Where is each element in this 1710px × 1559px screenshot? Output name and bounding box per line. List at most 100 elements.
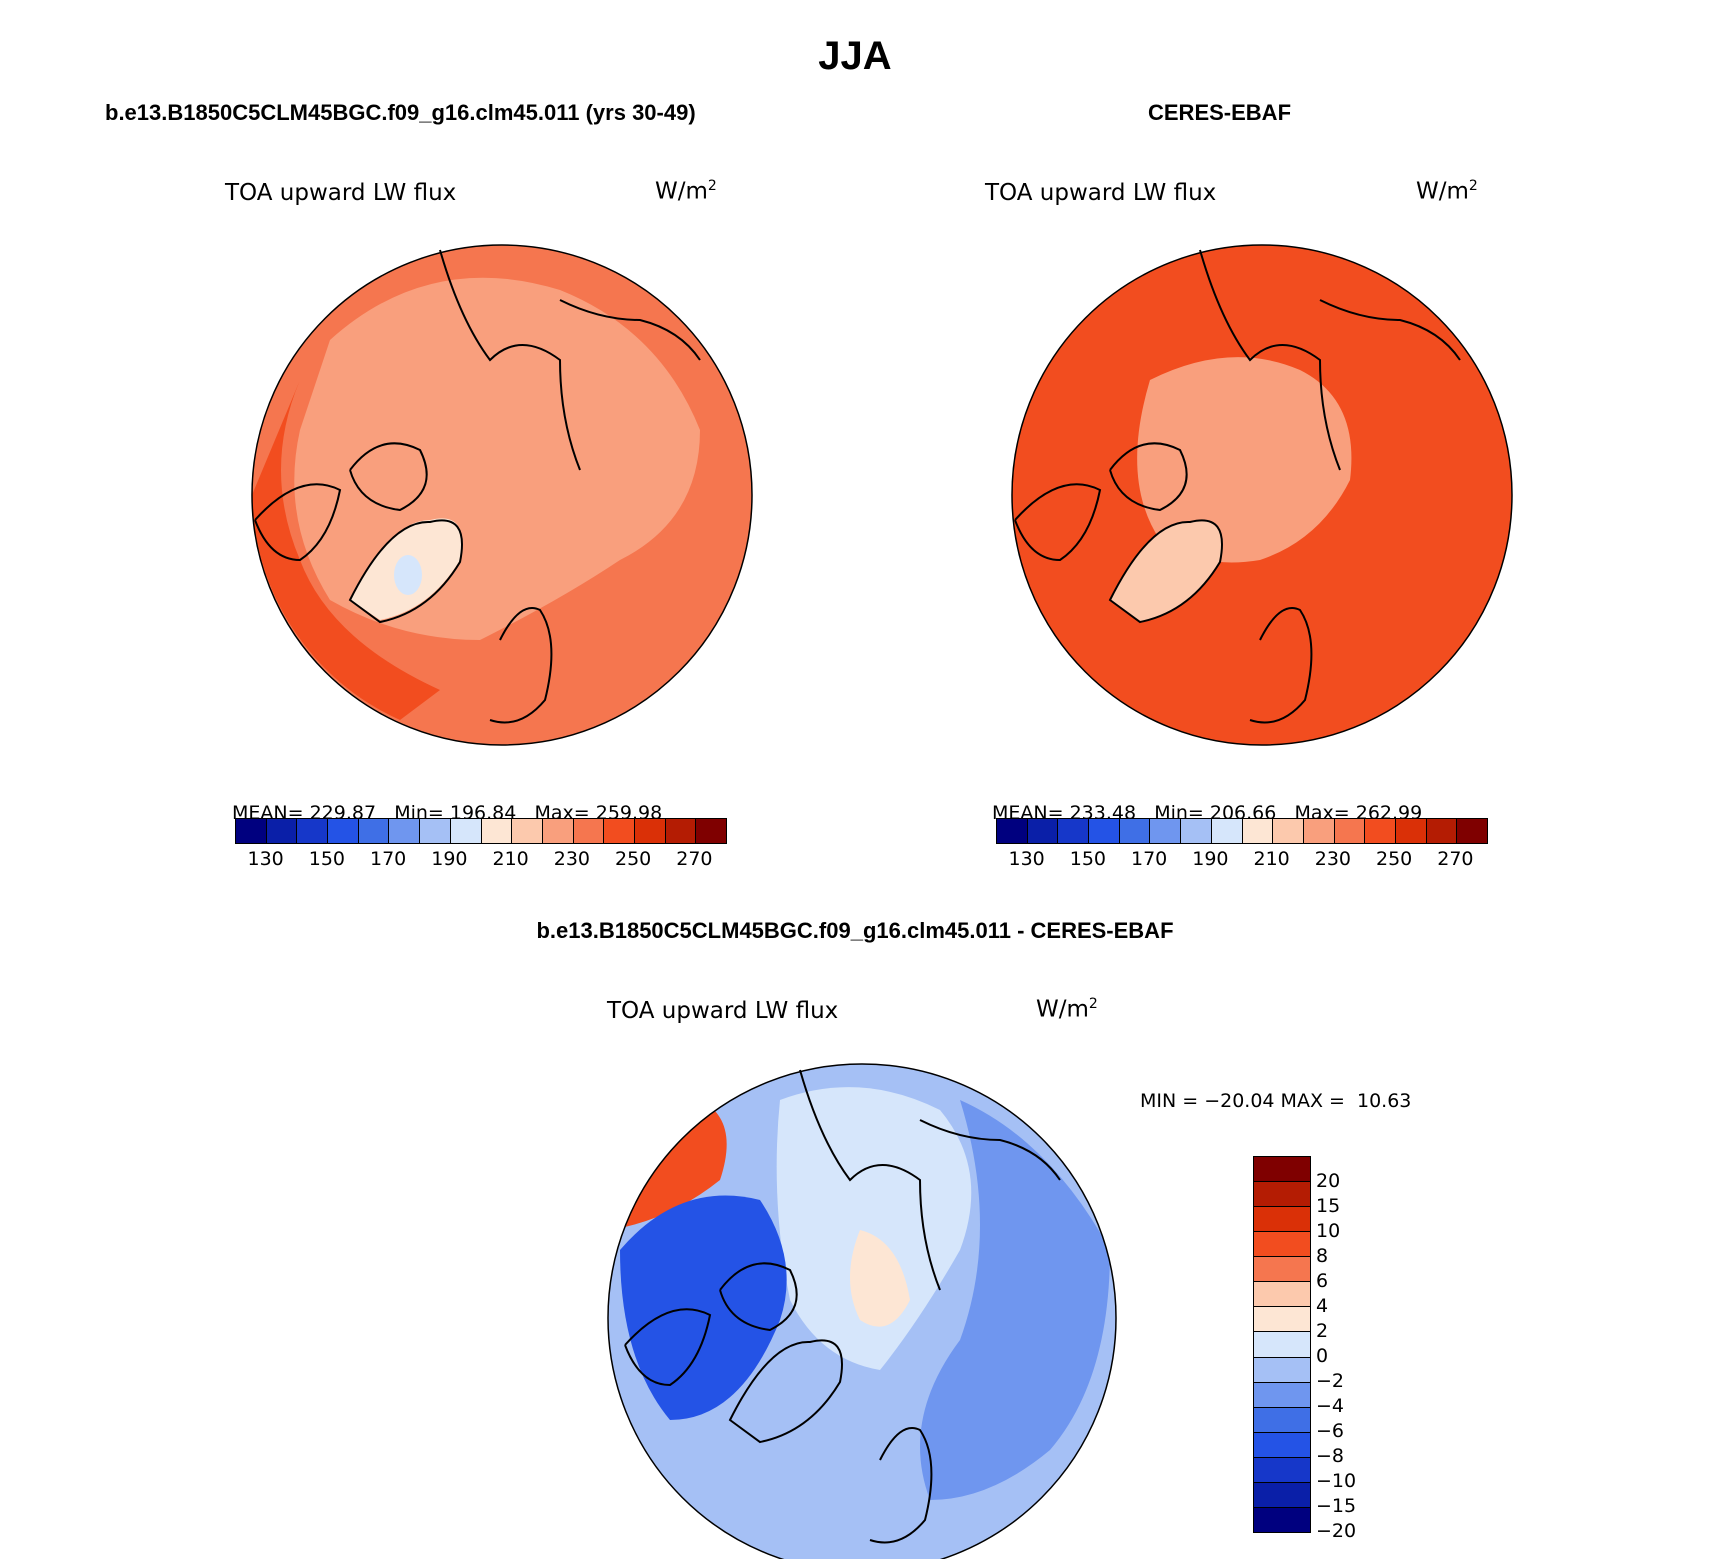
colorbar-swatch	[1118, 819, 1150, 843]
colorbar-swatch	[1254, 1406, 1310, 1432]
colorbar-swatch	[1210, 819, 1242, 843]
page-title: JJA	[818, 34, 892, 78]
colorbar-swatch	[633, 819, 665, 843]
panel-1-units: W/m2	[655, 178, 717, 205]
colorbar-swatch	[1364, 819, 1395, 843]
panel-1-colorbar-labels: 130 150 170 190 210 230 250 270	[235, 848, 725, 872]
colorbar-swatch	[1254, 1506, 1310, 1532]
colorbar-swatch	[1254, 1381, 1310, 1407]
difference-title: b.e13.B1850C5CLM45BGC.f09_g16.clm45.011 …	[536, 918, 1174, 943]
panel-2-colorbar-labels: 130 150 170 190 210 230 250 270	[996, 848, 1486, 872]
colorbar-swatch	[1272, 819, 1303, 843]
model-outer-warm-band	[252, 380, 440, 720]
colorbar-swatch	[1254, 1206, 1310, 1232]
colorbar-swatch	[1254, 1456, 1310, 1482]
colorbar-swatch	[1254, 1181, 1310, 1207]
colorbar-tick-label: 150	[1069, 848, 1106, 870]
colorbar-tick-label: 270	[1437, 848, 1474, 870]
colorbar-swatch	[1026, 819, 1058, 843]
colorbar-swatch	[296, 819, 328, 843]
colorbar-swatch	[265, 819, 297, 843]
colorbar-swatch	[1254, 1231, 1310, 1257]
colorbar-tick-label: 15	[1316, 1195, 1341, 1217]
colorbar-swatch	[1088, 819, 1119, 843]
colorbar-swatch	[357, 819, 389, 843]
colorbar-swatch	[236, 819, 266, 843]
colorbar-swatch	[1425, 819, 1457, 843]
colorbar-swatch	[1254, 1331, 1310, 1357]
ceres-arctic-field	[1137, 357, 1352, 563]
colorbar-tick-label: 230	[1314, 848, 1351, 870]
units-superscript: 2	[1468, 178, 1478, 194]
colorbar-tick-label: 0	[1316, 1345, 1329, 1367]
colorbar-tick-label: −10	[1316, 1470, 1357, 1492]
difference-colorbar-labels: 20 15 10 8 6 4 2 0 −2 −4 −6 −8 −10 −15 −20	[1316, 1156, 1396, 1542]
colorbar-tick-label: 130	[247, 848, 284, 870]
difference-near-zero-region	[850, 1230, 910, 1327]
colorbar-swatch	[572, 819, 604, 843]
difference-strong-negative	[620, 1195, 787, 1420]
units-text: W/m	[1416, 178, 1469, 205]
colorbar-tick-label: 20	[1316, 1170, 1341, 1192]
colorbar-tick-label: 230	[553, 848, 590, 870]
colorbar-tick-label: 250	[1375, 848, 1413, 870]
colorbar-swatch	[997, 819, 1027, 843]
difference-map-border	[607, 1063, 1117, 1559]
colorbar-swatch	[664, 819, 696, 843]
units-superscript: 2	[1088, 996, 1098, 1012]
colorbar-swatch	[327, 819, 358, 843]
colorbar-tick-label: −6	[1316, 1420, 1345, 1442]
model-map-border	[251, 244, 753, 746]
difference-moderate-negative	[920, 1100, 1110, 1500]
colorbar-tick-label: 190	[431, 848, 468, 870]
units-superscript: 2	[707, 178, 717, 194]
colorbar-swatch	[449, 819, 481, 843]
colorbar-tick-label: −2	[1316, 1370, 1345, 1392]
colorbar-swatch	[388, 819, 420, 843]
colorbar-swatch	[480, 819, 512, 843]
ceres-map-border	[1011, 244, 1513, 746]
ceres-coastlines	[1014, 249, 1461, 724]
colorbar-tick-label: 6	[1316, 1270, 1329, 1292]
colorbar-tick-label: −20	[1316, 1520, 1357, 1542]
colorbar-swatch	[1254, 1306, 1310, 1332]
colorbar-swatch	[603, 819, 634, 843]
colorbar-swatch	[511, 819, 542, 843]
colorbar-swatch	[1254, 1431, 1310, 1457]
colorbar-swatch	[1254, 1356, 1310, 1382]
colorbar-swatch	[419, 819, 450, 843]
difference-colorbar	[1253, 1156, 1311, 1533]
colorbar-swatch	[1180, 819, 1211, 843]
colorbar-tick-label: 8	[1316, 1245, 1329, 1267]
colorbar-tick-label: 4	[1316, 1295, 1329, 1317]
colorbar-tick-label: 190	[1192, 848, 1229, 870]
panel-3-units: W/m2	[1036, 996, 1098, 1023]
colorbar-tick-label: 170	[1130, 848, 1168, 870]
colorbar-swatch	[1333, 819, 1365, 843]
panel-1-heading: b.e13.B1850C5CLM45BGC.f09_g16.clm45.011 …	[105, 100, 696, 125]
colorbar-tick-label: 250	[614, 848, 652, 870]
colorbar-tick-label: −8	[1316, 1445, 1345, 1467]
colorbar-swatch	[1057, 819, 1089, 843]
colorbar-swatch	[1254, 1256, 1310, 1282]
colorbar-tick-label: 270	[676, 848, 713, 870]
colorbar-swatch	[541, 819, 573, 843]
units-text: W/m	[655, 178, 708, 205]
colorbar-swatch	[1254, 1481, 1310, 1507]
colorbar-tick-label: 210	[492, 848, 529, 870]
colorbar-tick-label: 2	[1316, 1320, 1329, 1342]
difference-coastlines	[624, 1069, 1061, 1544]
panel-1-colorbar	[235, 818, 727, 844]
difference-minmax: MIN = −20.04 MAX = 10.63	[1140, 1090, 1412, 1112]
panel-2-colorbar	[996, 818, 1488, 844]
colorbar-tick-label: 150	[308, 848, 345, 870]
panel-1-variable: TOA upward LW flux	[225, 180, 457, 206]
colorbar-tick-label: 130	[1008, 848, 1045, 870]
difference-light-band	[776, 1087, 972, 1370]
colorbar-tick-label: 170	[369, 848, 407, 870]
colorbar-swatch	[1241, 819, 1273, 843]
colorbar-swatch	[1149, 819, 1181, 843]
colorbar-swatch	[1302, 819, 1334, 843]
model-ice-cap	[394, 555, 422, 595]
